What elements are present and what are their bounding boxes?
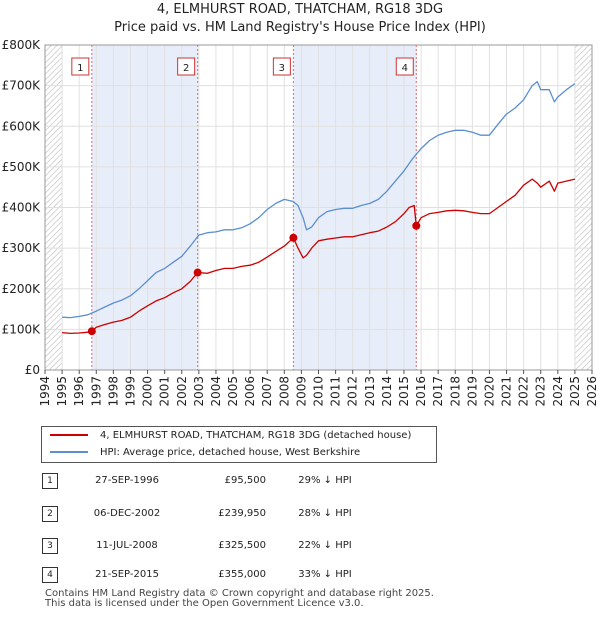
sale-label-frame bbox=[177, 57, 196, 76]
x-tick-label: 1999 bbox=[123, 376, 137, 407]
x-tick-label: 2023 bbox=[534, 376, 548, 407]
x-tick-label: 2024 bbox=[551, 376, 565, 407]
sale-date: 06-DEC-2002 bbox=[93, 508, 161, 519]
price-chart: 4, ELMHURST ROAD, THATCHAM, RG18 3DG Pri… bbox=[2, 2, 599, 407]
sale-label-frame bbox=[272, 57, 291, 76]
x-tick-label: 2007 bbox=[260, 376, 274, 407]
sale-point bbox=[87, 327, 96, 336]
legend-label-hpi: HPI: Average price, detached house, West… bbox=[100, 447, 361, 458]
sale-date: 27-SEP-1996 bbox=[95, 475, 159, 486]
table-row: 4 21-SEP-2015 £355,000 33% ↓ HPI bbox=[42, 566, 402, 584]
series-layer bbox=[62, 80, 576, 335]
y-tick-label: £500K bbox=[2, 160, 42, 174]
y-tick-label: £400K bbox=[2, 201, 42, 215]
x-tick-label: 2009 bbox=[294, 376, 308, 407]
y-tick-label: £800K bbox=[2, 38, 42, 52]
sale-date: 21-SEP-2015 bbox=[95, 569, 159, 580]
y-tick-label: £200K bbox=[2, 282, 42, 296]
sale-label-box: 3 bbox=[272, 57, 291, 76]
y-axis-ticks: £0 £100K £200K £300K £400K £500K £600K £700K £80… bbox=[2, 38, 42, 377]
x-tick-label: 2016 bbox=[414, 376, 428, 407]
sale-date: 11-JUL-2008 bbox=[96, 540, 158, 551]
x-tick-label: 2012 bbox=[346, 376, 360, 407]
x-tick-label: 2004 bbox=[209, 376, 223, 407]
sale-hpi-diff: 33% ↓ HPI bbox=[298, 569, 352, 580]
sale-label-frame bbox=[71, 57, 90, 76]
x-tick-label: 2011 bbox=[329, 376, 343, 407]
legend-swatch-property bbox=[50, 434, 88, 436]
x-tick-label: 2015 bbox=[397, 376, 411, 407]
x-tick-label: 2010 bbox=[312, 376, 326, 407]
chart-title: 4, ELMHURST ROAD, THATCHAM, RG18 3DG bbox=[157, 2, 443, 17]
legend-item-property: 4, ELMHURST ROAD, THATCHAM, RG18 3DG (de… bbox=[50, 428, 411, 444]
sale-price: £355,000 bbox=[218, 569, 266, 580]
x-axis-ticks: 1994 1995 1996 1997 1998 1999 2000 2001 2002 2003… bbox=[38, 370, 599, 407]
sale-point bbox=[193, 268, 202, 277]
footer-copyright: Contains HM Land Registry data © Crown c… bbox=[45, 588, 434, 599]
sale-point bbox=[412, 221, 421, 230]
legend-label-property: 4, ELMHURST ROAD, THATCHAM, RG18 3DG (de… bbox=[100, 430, 412, 441]
x-tick-label: 2006 bbox=[243, 376, 257, 407]
y-tick-label: £100K bbox=[2, 322, 42, 336]
sale-price: £95,500 bbox=[224, 475, 266, 486]
sale-point bbox=[289, 233, 298, 242]
x-tick-label: 1997 bbox=[89, 376, 103, 407]
sale-hpi-diff: 28% ↓ HPI bbox=[298, 508, 352, 519]
x-tick-label: 2008 bbox=[277, 376, 291, 407]
sale-number-badge: 4 bbox=[42, 567, 58, 583]
sale-label-number: 4 bbox=[402, 63, 408, 74]
x-tick-label: 2026 bbox=[585, 376, 599, 407]
table-row: 1 27-SEP-1996 £95,500 29% ↓ HPI bbox=[42, 472, 402, 490]
x-tick-label: 1995 bbox=[55, 376, 69, 407]
table-row: 3 11-JUL-2008 £325,500 22% ↓ HPI bbox=[42, 537, 402, 555]
table-row: 2 06-DEC-2002 £239,950 28% ↓ HPI bbox=[42, 505, 402, 523]
sale-hpi-diff: 29% ↓ HPI bbox=[298, 475, 352, 486]
x-tick-label: 2025 bbox=[568, 376, 582, 407]
x-tick-label: 2018 bbox=[448, 376, 462, 407]
x-tick-label: 2017 bbox=[431, 376, 445, 407]
sale-price: £325,500 bbox=[218, 540, 266, 551]
sale-label-number: 2 bbox=[183, 63, 189, 74]
x-tick-label: 1994 bbox=[38, 376, 52, 407]
x-tick-label: 1996 bbox=[72, 376, 86, 407]
x-tick-label: 2014 bbox=[380, 376, 394, 407]
x-tick-label: 2002 bbox=[175, 376, 189, 407]
footer-licence: This data is licensed under the Open Gov… bbox=[45, 598, 364, 609]
x-tick-label: 2003 bbox=[192, 376, 206, 407]
sale-number-badge: 1 bbox=[42, 473, 58, 489]
legend: 4, ELMHURST ROAD, THATCHAM, RG18 3DG (de… bbox=[41, 426, 437, 463]
sale-hpi-diff: 22% ↓ HPI bbox=[298, 540, 352, 551]
x-tick-label: 2001 bbox=[158, 376, 172, 407]
x-tick-label: 2021 bbox=[500, 376, 514, 407]
x-tick-label: 2000 bbox=[141, 376, 155, 407]
sale-label-box: 1 bbox=[71, 57, 90, 76]
sale-label-number: 1 bbox=[77, 63, 83, 74]
chart-subtitle: Price paid vs. HM Land Registry's House … bbox=[114, 20, 486, 35]
hpi-line bbox=[62, 80, 576, 319]
x-tick-label: 2013 bbox=[363, 376, 377, 407]
y-tick-label: £700K bbox=[2, 79, 42, 93]
y-tick-label: £300K bbox=[2, 241, 42, 255]
x-tick-label: 2020 bbox=[482, 376, 496, 407]
legend-swatch-hpi bbox=[50, 451, 88, 453]
sale-label-frame bbox=[395, 57, 414, 76]
x-tick-label: 2022 bbox=[517, 376, 531, 407]
x-tick-label: 1998 bbox=[106, 376, 120, 407]
x-tick-label: 2005 bbox=[226, 376, 240, 407]
sale-label-box: 4 bbox=[395, 57, 414, 76]
y-tick-label: £600K bbox=[2, 119, 42, 133]
sale-label-box: 2 bbox=[177, 57, 196, 76]
sale-price: £239,950 bbox=[218, 508, 266, 519]
sale-number-badge: 3 bbox=[42, 538, 58, 554]
price-paid-line bbox=[62, 178, 576, 335]
y-tick-label: £0 bbox=[25, 363, 40, 377]
sale-number-badge: 2 bbox=[42, 506, 58, 522]
sale-label-number: 3 bbox=[279, 63, 285, 74]
x-tick-label: 2019 bbox=[465, 376, 479, 407]
marker-layer: 1 2 3 4 bbox=[71, 57, 421, 336]
footer: Contains HM Land Registry data © Crown c… bbox=[45, 589, 434, 609]
legend-item-hpi: HPI: Average price, detached house, West… bbox=[50, 445, 360, 461]
